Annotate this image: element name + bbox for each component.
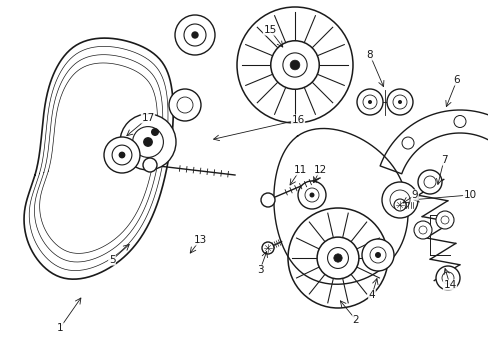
Text: 16: 16 (291, 115, 304, 125)
Text: 2: 2 (352, 315, 359, 325)
Circle shape (367, 100, 371, 104)
Text: 17: 17 (141, 113, 154, 123)
Circle shape (401, 137, 413, 149)
Text: 11: 11 (293, 165, 306, 175)
Text: 5: 5 (108, 255, 115, 265)
Circle shape (435, 266, 459, 290)
Text: 8: 8 (366, 50, 372, 60)
Text: 6: 6 (453, 75, 459, 85)
Circle shape (142, 158, 157, 172)
Circle shape (262, 242, 273, 254)
Circle shape (261, 193, 274, 207)
Circle shape (183, 24, 205, 46)
Text: 3: 3 (256, 265, 263, 275)
Circle shape (417, 170, 441, 194)
Circle shape (270, 41, 319, 89)
Circle shape (440, 216, 448, 224)
Text: 7: 7 (440, 155, 447, 165)
Circle shape (151, 128, 159, 136)
Circle shape (386, 89, 412, 115)
Circle shape (362, 95, 376, 109)
Circle shape (143, 138, 152, 146)
Circle shape (132, 127, 163, 157)
Text: 1: 1 (57, 323, 63, 333)
Circle shape (333, 254, 342, 262)
Circle shape (453, 116, 465, 127)
Text: 12: 12 (313, 165, 326, 175)
Circle shape (392, 95, 406, 109)
Circle shape (369, 247, 385, 263)
Text: 10: 10 (463, 190, 476, 200)
Circle shape (381, 182, 417, 218)
Circle shape (120, 114, 176, 170)
Circle shape (309, 193, 314, 198)
Circle shape (175, 15, 215, 55)
Circle shape (441, 272, 453, 284)
Text: 14: 14 (443, 280, 456, 290)
Circle shape (356, 89, 382, 115)
Text: 4: 4 (368, 290, 375, 300)
Circle shape (361, 239, 393, 271)
Circle shape (289, 60, 299, 70)
Circle shape (435, 211, 453, 229)
Circle shape (327, 248, 348, 269)
Circle shape (374, 252, 380, 258)
Circle shape (413, 221, 431, 239)
Circle shape (177, 97, 193, 113)
Circle shape (112, 145, 132, 165)
Circle shape (169, 89, 201, 121)
Circle shape (393, 199, 405, 211)
Text: 13: 13 (193, 235, 206, 245)
Circle shape (297, 181, 325, 209)
Circle shape (389, 190, 409, 210)
Polygon shape (379, 110, 488, 174)
Text: 9: 9 (411, 190, 417, 200)
Circle shape (423, 176, 435, 188)
Circle shape (305, 188, 318, 202)
Circle shape (282, 53, 306, 77)
Circle shape (104, 137, 140, 173)
Circle shape (316, 237, 358, 279)
Circle shape (192, 32, 198, 38)
Circle shape (119, 152, 124, 158)
Text: 15: 15 (263, 25, 276, 35)
Circle shape (397, 100, 401, 104)
Circle shape (418, 226, 426, 234)
